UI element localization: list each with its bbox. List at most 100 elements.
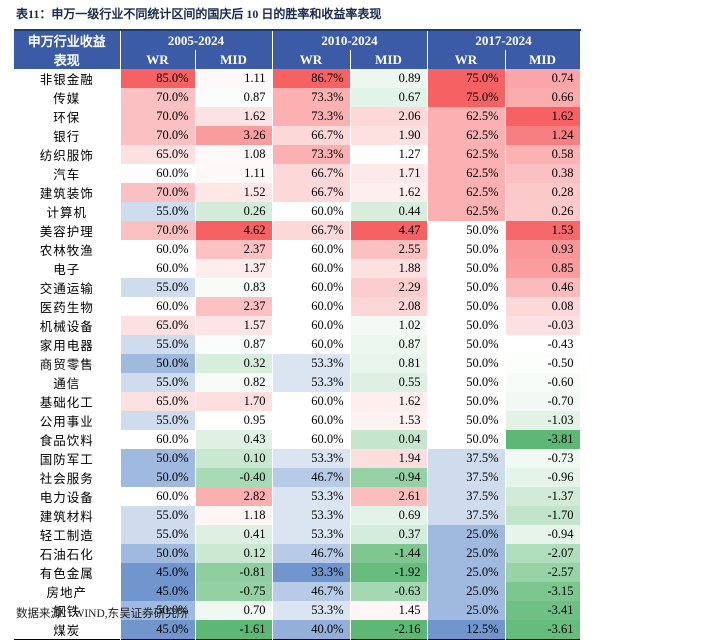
industry-name: 家用电器	[14, 335, 121, 354]
mid-cell: -2.57	[505, 563, 581, 582]
wr-cell: 50.0%	[427, 335, 506, 354]
sub-header: WR	[272, 50, 351, 69]
industry-name: 有色金属	[14, 563, 121, 582]
wr-cell: 37.5%	[427, 487, 506, 506]
wr-cell: 62.5%	[427, 107, 506, 126]
wr-cell: 55.0%	[120, 525, 196, 544]
mid-cell: 0.70	[195, 601, 273, 620]
sub-header: WR	[427, 50, 506, 69]
table-row: 通信 55.0% 0.82 53.3% 0.55 50.0% -0.60	[14, 373, 581, 392]
header-row: WR MID WR MID WR MID	[14, 50, 581, 69]
mid-cell: 0.26	[195, 202, 273, 221]
mid-cell: -1.61	[195, 620, 273, 640]
mid-cell: 0.08	[505, 297, 581, 316]
wr-cell: 53.3%	[272, 449, 351, 468]
mid-cell: 0.85	[505, 259, 581, 278]
industry-name: 通信	[14, 373, 121, 392]
table-body: 非银金融 85.0% 1.11 86.7% 0.89 75.0% 0.74 传媒 70.0% 0.…	[14, 69, 581, 640]
wr-cell: 45.0%	[120, 620, 196, 640]
industry-name: 传媒	[14, 88, 121, 107]
table-row: 交通运输 55.0% 0.83 60.0% 2.29 50.0% 0.46	[14, 278, 581, 297]
wr-cell: 53.3%	[272, 506, 351, 525]
mid-cell: 1.90	[350, 126, 428, 145]
industry-name: 电力设备	[14, 487, 121, 506]
wr-cell: 55.0%	[120, 278, 196, 297]
mid-cell: -3.15	[505, 582, 581, 601]
mid-cell: 0.66	[505, 88, 581, 107]
table-row: 商贸零售 50.0% 0.32 53.3% 0.81 50.0% -0.50	[14, 354, 581, 373]
mid-cell: 2.37	[195, 297, 273, 316]
mid-cell: 2.82	[195, 487, 273, 506]
mid-cell: 0.69	[350, 506, 428, 525]
mid-cell: 0.41	[195, 525, 273, 544]
wr-cell: 62.5%	[427, 183, 506, 202]
table-row: 电子 60.0% 1.37 60.0% 1.88 50.0% 0.85	[14, 259, 581, 278]
mid-cell: 0.44	[350, 202, 428, 221]
wr-cell: 45.0%	[120, 582, 196, 601]
industry-name: 建筑材料	[14, 506, 121, 525]
mid-cell: 1.52	[195, 183, 273, 202]
mid-cell: 3.26	[195, 126, 273, 145]
wr-cell: 65.0%	[120, 145, 196, 164]
industry-name: 农林牧渔	[14, 240, 121, 259]
mid-cell: -1.44	[350, 544, 428, 563]
mid-cell: 1.08	[195, 145, 273, 164]
wr-cell: 50.0%	[427, 316, 506, 335]
mid-cell: 1.57	[195, 316, 273, 335]
wr-cell: 75.0%	[427, 69, 506, 88]
mid-cell: 1.53	[350, 411, 428, 430]
wr-cell: 50.0%	[120, 601, 196, 620]
mid-cell: -3.41	[505, 601, 581, 620]
wr-cell: 53.3%	[272, 601, 351, 620]
wr-cell: 12.5%	[427, 620, 506, 640]
mid-cell: 2.08	[350, 297, 428, 316]
wr-cell: 60.0%	[120, 164, 196, 183]
table-row: 国防军工 50.0% 0.10 53.3% 1.94 37.5% -0.73	[14, 449, 581, 468]
industry-name: 纺织服饰	[14, 145, 121, 164]
wr-cell: 60.0%	[272, 259, 351, 278]
wr-cell: 60.0%	[272, 335, 351, 354]
table-row: 有色金属 45.0% -0.81 33.3% -1.92 25.0% -2.57	[14, 563, 581, 582]
industry-name: 银行	[14, 126, 121, 145]
period-header: 2005-2024	[120, 30, 273, 51]
table-row: 汽车 60.0% 1.11 66.7% 1.71 62.5% 0.38	[14, 164, 581, 183]
table-row: 传媒 70.0% 0.87 73.3% 0.67 75.0% 0.66	[14, 88, 581, 107]
table-row: 医药生物 60.0% 2.37 60.0% 2.08 50.0% 0.08	[14, 297, 581, 316]
industry-name: 汽车	[14, 164, 121, 183]
wr-cell: 25.0%	[427, 525, 506, 544]
industry-name: 非银金融	[14, 69, 121, 88]
wr-cell: 60.0%	[120, 240, 196, 259]
wr-cell: 55.0%	[120, 411, 196, 430]
table-row: 家用电器 55.0% 0.87 60.0% 0.87 50.0% -0.43	[14, 335, 581, 354]
wr-cell: 60.0%	[272, 411, 351, 430]
industry-name: 钢铁	[14, 601, 121, 620]
mid-cell: 2.29	[350, 278, 428, 297]
wr-cell: 65.0%	[120, 316, 196, 335]
wr-cell: 70.0%	[120, 88, 196, 107]
mid-cell: 0.10	[195, 449, 273, 468]
mid-cell: 1.62	[350, 392, 428, 411]
wr-cell: 62.5%	[427, 126, 506, 145]
period-header: 2010-2024	[272, 30, 428, 51]
table-row: 煤炭 45.0% -1.61 40.0% -2.16 12.5% -3.61	[14, 620, 581, 640]
wr-cell: 50.0%	[120, 468, 196, 487]
corner-line: 申万行业收益	[27, 34, 106, 49]
mid-cell: 1.71	[350, 164, 428, 183]
mid-cell: 1.11	[195, 164, 273, 183]
industry-name: 计算机	[14, 202, 121, 221]
wr-cell: 70.0%	[120, 183, 196, 202]
corner-header: 申万行业收益 表现	[14, 30, 121, 69]
industry-name: 基础化工	[14, 392, 121, 411]
mid-cell: -0.96	[505, 468, 581, 487]
wr-cell: 66.7%	[272, 183, 351, 202]
industry-name: 食品饮料	[14, 430, 121, 449]
wr-cell: 40.0%	[272, 620, 351, 640]
wr-cell: 60.0%	[272, 240, 351, 259]
wr-cell: 50.0%	[427, 259, 506, 278]
wr-cell: 50.0%	[427, 297, 506, 316]
wr-cell: 86.7%	[272, 69, 351, 88]
wr-cell: 25.0%	[427, 601, 506, 620]
industry-name: 交通运输	[14, 278, 121, 297]
wr-cell: 62.5%	[427, 164, 506, 183]
table-row: 轻工制造 55.0% 0.41 53.3% 0.37 25.0% -0.94	[14, 525, 581, 544]
